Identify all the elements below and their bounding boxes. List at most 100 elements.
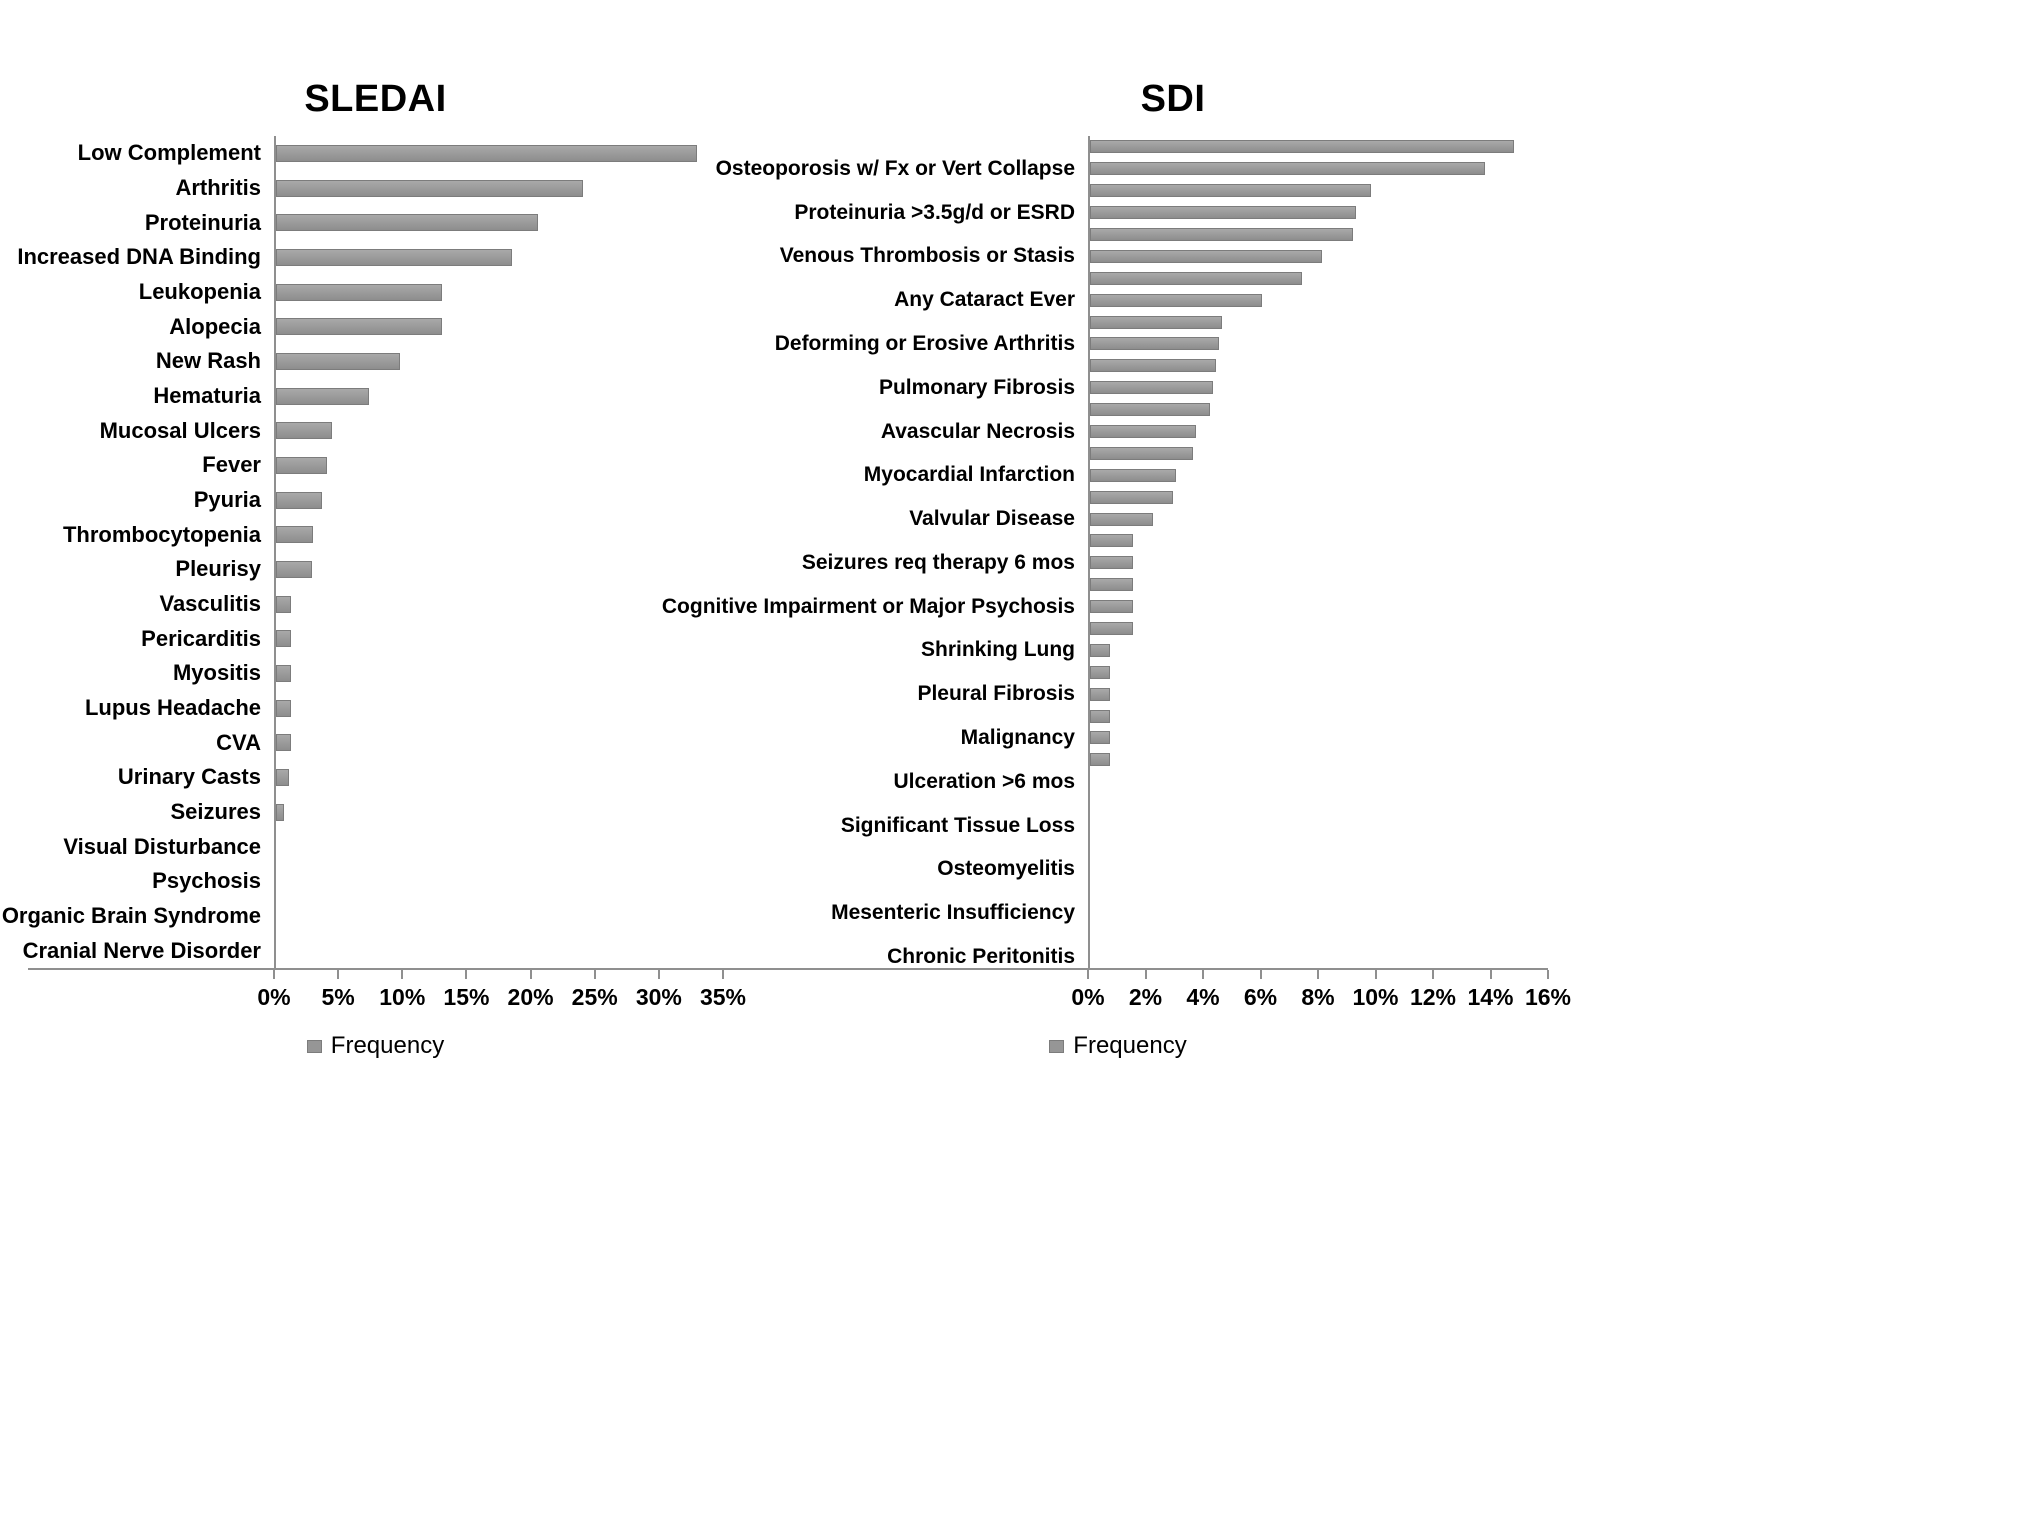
category-row: Alopecia [28, 309, 723, 345]
tick-mark [722, 970, 724, 979]
category-label: Pleurisy [175, 556, 261, 582]
frequency-bar [276, 214, 538, 232]
x-tick-label: 14% [1467, 984, 1514, 1010]
frequency-bar [1090, 643, 1111, 657]
category-label [688, 267, 1088, 289]
category-label: Fever [202, 452, 261, 478]
frequency-bar [1090, 271, 1302, 285]
category-row: Avascular Necrosis [688, 419, 1548, 443]
category-label: Psychosis [152, 868, 261, 894]
category-row [688, 442, 1548, 465]
category-label [688, 355, 1088, 377]
frequency-bar [1090, 709, 1111, 723]
category-label: Ulceration >6 mos [893, 769, 1075, 793]
plot-area: Low Complement Arthritis Proteinuria Increa… [2, 136, 723, 970]
frequency-bar [1090, 490, 1173, 504]
category-row: Pulmonary Fibrosis [688, 376, 1548, 399]
category-label [688, 924, 1088, 946]
tick-mark [1374, 970, 1377, 979]
category-label: Cranial Nerve Disorder [22, 937, 261, 963]
legend: Frequency [28, 1032, 723, 1060]
bar-track [1088, 442, 1548, 465]
tick-mark [1259, 970, 1262, 979]
category-label: Pericarditis [141, 625, 261, 651]
category-label: Urinary Casts [117, 764, 261, 790]
category-label: CVA [216, 729, 261, 755]
category-row [688, 311, 1548, 334]
category-row: Pericarditis [28, 621, 723, 657]
category-label [688, 136, 1088, 158]
bar-track [274, 829, 723, 865]
frequency-bar [276, 179, 583, 197]
category-row [688, 573, 1548, 596]
category-label: Hematuria [153, 383, 261, 409]
category-label: Alopecia [169, 313, 261, 339]
x-tick-label: 35% [699, 984, 747, 1010]
category-label: Osteomyelitis [937, 857, 1075, 881]
category-row [688, 267, 1548, 290]
frequency-bar [276, 768, 289, 786]
bar-track [1088, 727, 1548, 749]
bar-track [274, 448, 723, 483]
category-row: Increased DNA Binding [17, 240, 723, 275]
tick-mark [401, 970, 404, 979]
category-row: Thrombocytopenia [28, 517, 723, 553]
bar-track [1088, 267, 1548, 290]
category-label: Significant Tissue Loss [840, 813, 1075, 837]
category-row: Visual Disturbance [28, 829, 723, 865]
category-label: Proteinuria >3.5g/d or ESRD [794, 200, 1075, 224]
x-tick-label: 10% [379, 984, 426, 1010]
category-label [688, 880, 1088, 902]
category-row: Ulceration >6 mos [688, 769, 1548, 793]
frequency-bar [276, 318, 443, 336]
x-axis: 0% 2% 4% 6% 8% 10% 12% 14% 16% [1071, 970, 1571, 1018]
bar-track [274, 413, 723, 449]
bar-track [1088, 223, 1548, 246]
bar-track [1088, 508, 1548, 531]
bar-track [274, 621, 723, 657]
category-label [688, 442, 1088, 464]
bar-track [1088, 136, 1548, 158]
category-row [688, 530, 1548, 552]
bar-track [274, 378, 723, 414]
frequency-bar [1090, 446, 1194, 460]
frequency-bar [276, 387, 370, 405]
bar-track [274, 240, 723, 275]
category-row: Arthritis [28, 170, 723, 206]
category-row: Cranial Nerve Disorder [22, 933, 723, 969]
category-label: Leukopenia [138, 279, 261, 305]
x-tick-label: 16% [1524, 984, 1572, 1010]
category-row [688, 792, 1548, 815]
category-row: Psychosis [28, 864, 723, 899]
category-row [688, 223, 1548, 246]
category-row: Pyuria [28, 482, 723, 518]
bar-track [1088, 179, 1548, 202]
category-label: Visual Disturbance [63, 833, 261, 859]
category-label [688, 705, 1088, 727]
bar-track [1088, 245, 1548, 268]
frequency-bar [276, 699, 292, 717]
category-label: Seizures [170, 799, 262, 825]
chart-title: SLEDAI [304, 78, 447, 120]
category-row: Osteomyelitis [688, 857, 1548, 881]
bar-track [274, 552, 723, 587]
category-row: Myocardial Infarction [688, 463, 1548, 486]
tick-mark [1202, 970, 1204, 979]
category-label: Avascular Necrosis [880, 419, 1075, 443]
category-label: Low Complement [77, 140, 261, 166]
category-label: Deforming or Erosive Arthritis [774, 331, 1075, 355]
bar-track [1088, 880, 1548, 903]
category-row: Myositis [28, 656, 723, 691]
x-tick-label: 20% [507, 984, 554, 1010]
category-label [688, 749, 1088, 771]
category-row: Mesenteric Insufficiency [688, 901, 1548, 924]
category-label: Pyuria [193, 487, 261, 513]
frequency-bar [1090, 665, 1111, 679]
category-label: Pleural Fibrosis [917, 682, 1075, 706]
bar-track [274, 656, 723, 691]
category-row: Seizures req therapy 6 mos [688, 551, 1548, 574]
category-label: Osteoporosis w/ Fx or Vert Collapse [715, 156, 1075, 180]
category-row [688, 398, 1548, 421]
legend-marker-icon [1049, 1039, 1065, 1053]
category-label: Valvular Disease [909, 507, 1075, 531]
